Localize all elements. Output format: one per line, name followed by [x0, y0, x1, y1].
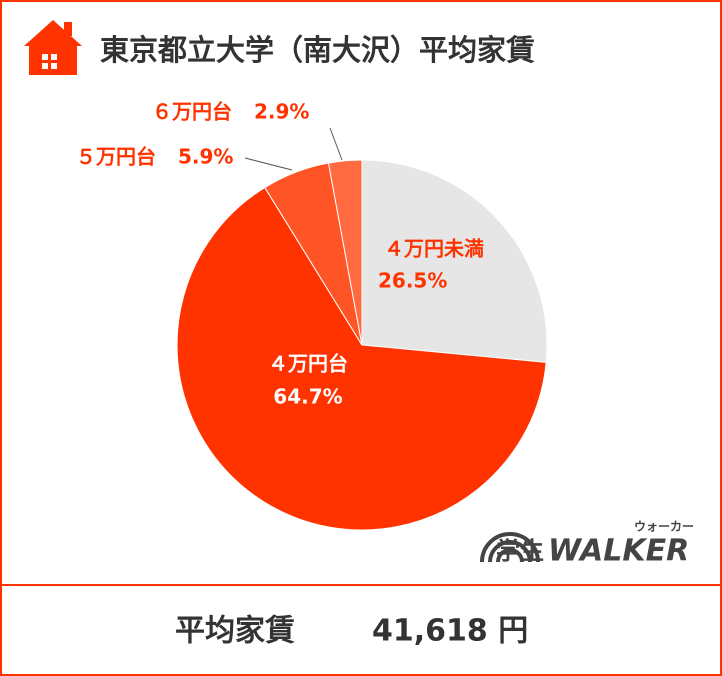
- summary-value: 41,618 円: [372, 614, 528, 649]
- slice-label: ４万円台: [268, 352, 348, 376]
- pie-slice: [176, 186, 547, 531]
- value-label: 5.9%: [178, 145, 233, 169]
- pie: ４万円未満 26.5% ４万円台 64.7% ５万円台 5.9% ６万円台 2.9%: [76, 100, 548, 531]
- slice-label: ５万円台: [76, 145, 156, 169]
- chart-title: 東京都立大学（南大沢）平均家賃: [100, 33, 535, 67]
- leader-line: [329, 127, 343, 161]
- logo: 学生 WALKER ウォーカー: [480, 520, 694, 569]
- leader-line: [244, 157, 293, 171]
- summary-frame: [0, 584, 722, 676]
- value-label: 64.7%: [273, 385, 342, 409]
- slice-label: ４万円未満: [384, 237, 484, 261]
- logo-brand: WALKER: [548, 534, 689, 569]
- logo-reading: ウォーカー: [634, 520, 694, 534]
- logo-prefix: 学生: [496, 537, 544, 565]
- slice-label: ６万円台: [152, 100, 232, 124]
- value-label: 2.9%: [254, 100, 309, 124]
- pie-slice: [327, 159, 363, 346]
- summary-label: 平均家賃: [175, 614, 295, 649]
- house-icon: [24, 20, 82, 75]
- value-label: 26.5%: [378, 269, 447, 293]
- pie-slice: [361, 159, 548, 363]
